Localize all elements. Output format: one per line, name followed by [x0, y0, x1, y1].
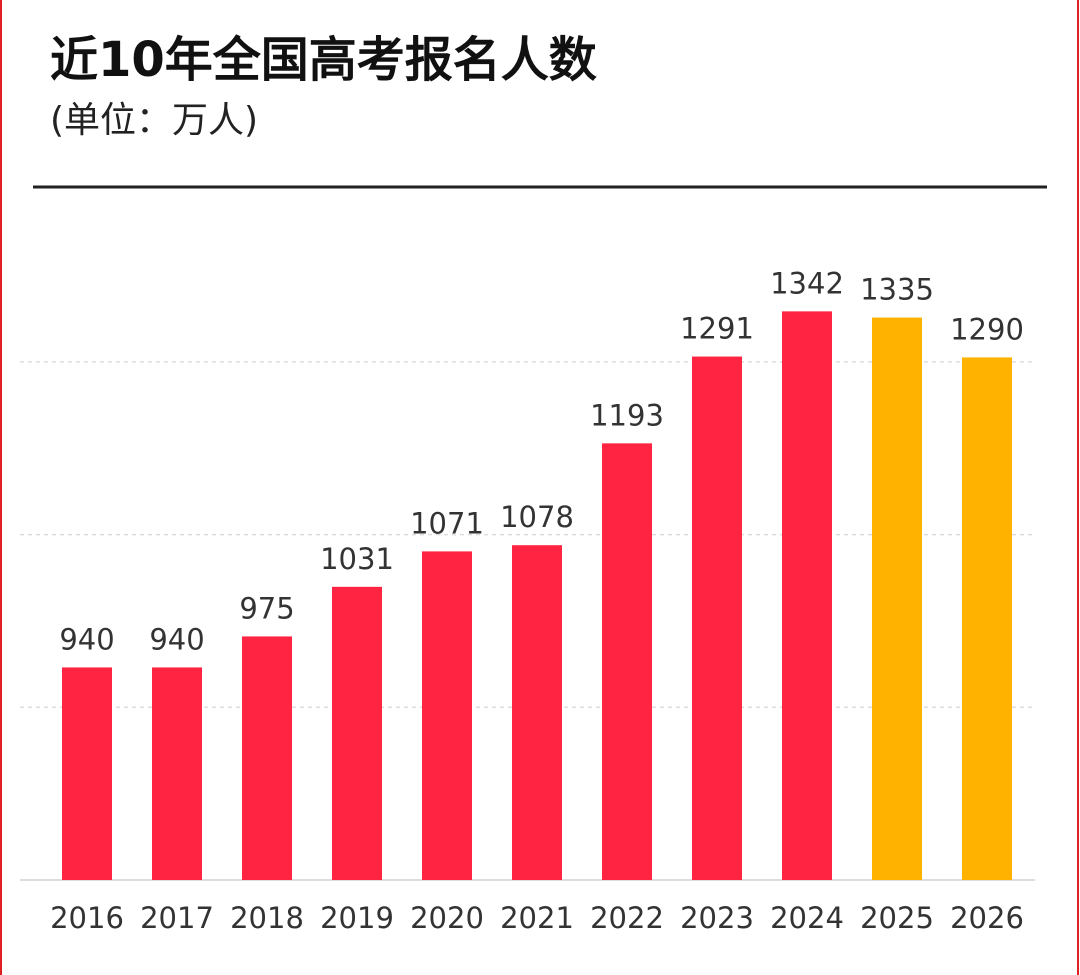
- chart-title: 近10年全国高考报名人数: [50, 32, 597, 88]
- value-label: 940: [59, 622, 114, 656]
- x-tick-label: 2022: [590, 901, 664, 935]
- x-tick-label: 2025: [860, 901, 934, 935]
- value-label: 1031: [320, 542, 394, 576]
- x-tick-label: 2020: [410, 901, 484, 935]
- value-label: 975: [239, 591, 294, 625]
- x-tick-label: 2024: [770, 901, 844, 935]
- x-tick-label: 2018: [230, 901, 304, 935]
- x-tick-label: 2019: [320, 901, 394, 935]
- bar: [242, 636, 292, 880]
- bar: [512, 545, 562, 880]
- bar: [422, 551, 472, 880]
- x-tick-label: 2023: [680, 901, 754, 935]
- value-label: 940: [149, 622, 204, 656]
- chart-subtitle: (单位：万人): [50, 100, 258, 141]
- value-label: 1291: [680, 312, 754, 346]
- bar: [62, 667, 112, 880]
- bar: [782, 311, 832, 880]
- bar: [962, 357, 1012, 880]
- value-label: 1335: [860, 273, 934, 307]
- bar: [872, 317, 922, 881]
- x-tick-label: 2017: [140, 901, 214, 935]
- x-tick-label: 2021: [500, 901, 574, 935]
- value-label: 1071: [410, 506, 484, 540]
- bar: [602, 443, 652, 880]
- bar: [332, 586, 382, 880]
- value-label: 1290: [950, 312, 1024, 346]
- value-label: 1342: [770, 266, 844, 300]
- value-label: 1078: [500, 500, 574, 534]
- x-tick-label: 2016: [50, 901, 124, 935]
- value-label: 1193: [590, 398, 664, 432]
- x-tick-label: 2026: [950, 901, 1024, 935]
- bar: [692, 356, 742, 880]
- bar: [152, 667, 202, 880]
